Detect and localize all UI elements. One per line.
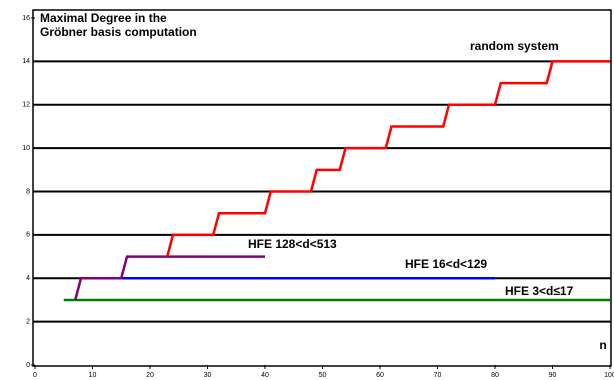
series-label: random system bbox=[470, 39, 559, 53]
y-tick-label: 4 bbox=[26, 275, 30, 282]
y-tick-label: 10 bbox=[22, 145, 30, 152]
x-tick-label: 80 bbox=[491, 372, 499, 379]
x-tick-label: 90 bbox=[549, 372, 557, 379]
x-tick-label: 70 bbox=[434, 372, 442, 379]
x-tick-label: 50 bbox=[319, 372, 327, 379]
plot-frame bbox=[32, 9, 612, 367]
x-tick-label: 40 bbox=[261, 372, 269, 379]
series-label: HFE 3<d≤17 bbox=[505, 284, 574, 298]
chart-title: Gröbner basis computation bbox=[40, 25, 197, 39]
y-tick-label: 12 bbox=[22, 102, 30, 109]
series-label: HFE 16<d<129 bbox=[405, 257, 487, 271]
x-tick-label: 10 bbox=[89, 372, 97, 379]
y-tick-label: 14 bbox=[22, 58, 30, 65]
x-tick-label: 20 bbox=[146, 372, 154, 379]
x-tick-label: 60 bbox=[376, 372, 384, 379]
y-tick-label: 2 bbox=[26, 318, 30, 325]
y-tick-label: 0 bbox=[26, 362, 30, 369]
series-line bbox=[74, 255, 265, 301]
chart-title: Maximal Degree in the bbox=[40, 11, 167, 25]
x-tick-label: 100 bbox=[604, 372, 614, 379]
x-tick-label: 0 bbox=[33, 372, 37, 379]
y-tick-label: 8 bbox=[26, 188, 30, 195]
x-tick-label: 30 bbox=[204, 372, 212, 379]
series-label: HFE 128<d<513 bbox=[248, 237, 337, 251]
x-axis-label: n bbox=[599, 338, 606, 352]
series-line bbox=[166, 60, 610, 257]
y-tick-label: 16 bbox=[22, 15, 30, 22]
y-tick-label: 6 bbox=[26, 232, 30, 239]
